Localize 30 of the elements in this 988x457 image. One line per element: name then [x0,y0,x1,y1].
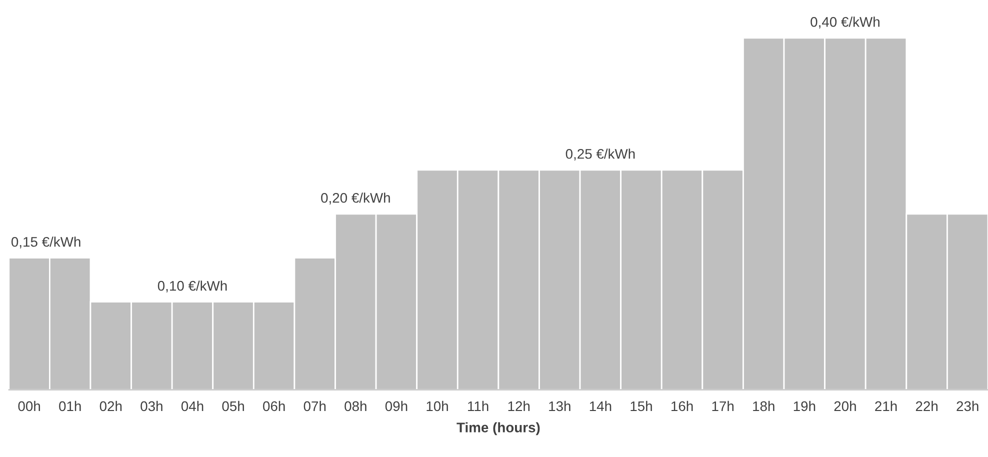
x-tick-label: 12h [508,400,530,411]
x-tick-label: 17h [712,400,734,411]
x-tick-label: 01h [59,400,81,412]
annotation: 0,15 €/kWh [11,236,80,248]
x-tick-label: 20h [834,400,856,412]
annotation: 0,40 €/kWh [810,16,880,28]
x-tick-label: 16h [672,400,693,412]
x-tick-label: 09h [385,400,408,412]
x-tick-label: 13h [549,400,570,412]
annotation: 0,20 €/kWh [321,192,390,204]
annotation: 0,10 €/kWh [158,280,227,292]
x-tick-label: 08h [344,400,366,412]
x-axis-title: Time (hours) [456,422,540,436]
x-tick-label: 14h [590,400,612,411]
x-tick-label: 22h [916,400,938,411]
x-tick-label: 10h [426,400,448,412]
x-tick-label: 11h [468,400,488,411]
annotation: 0,25 €/kWh [566,148,635,160]
x-tick-label: 23h [956,400,978,412]
x-tick-label: 03h [140,400,162,412]
x-tick-label: 00h [18,400,40,412]
x-tick-label: 21h [875,400,897,411]
x-tick-label: 05h [222,400,244,412]
x-tick-label: 19h [794,400,816,412]
x-tick-label: 06h [263,400,285,412]
x-tick-label: 02h [100,400,122,412]
x-tick-label: 18h [753,400,774,412]
x-tick-label: 04h [181,400,204,412]
x-tick-label: 07h [304,400,326,412]
x-tick-label: 15h [630,400,652,412]
